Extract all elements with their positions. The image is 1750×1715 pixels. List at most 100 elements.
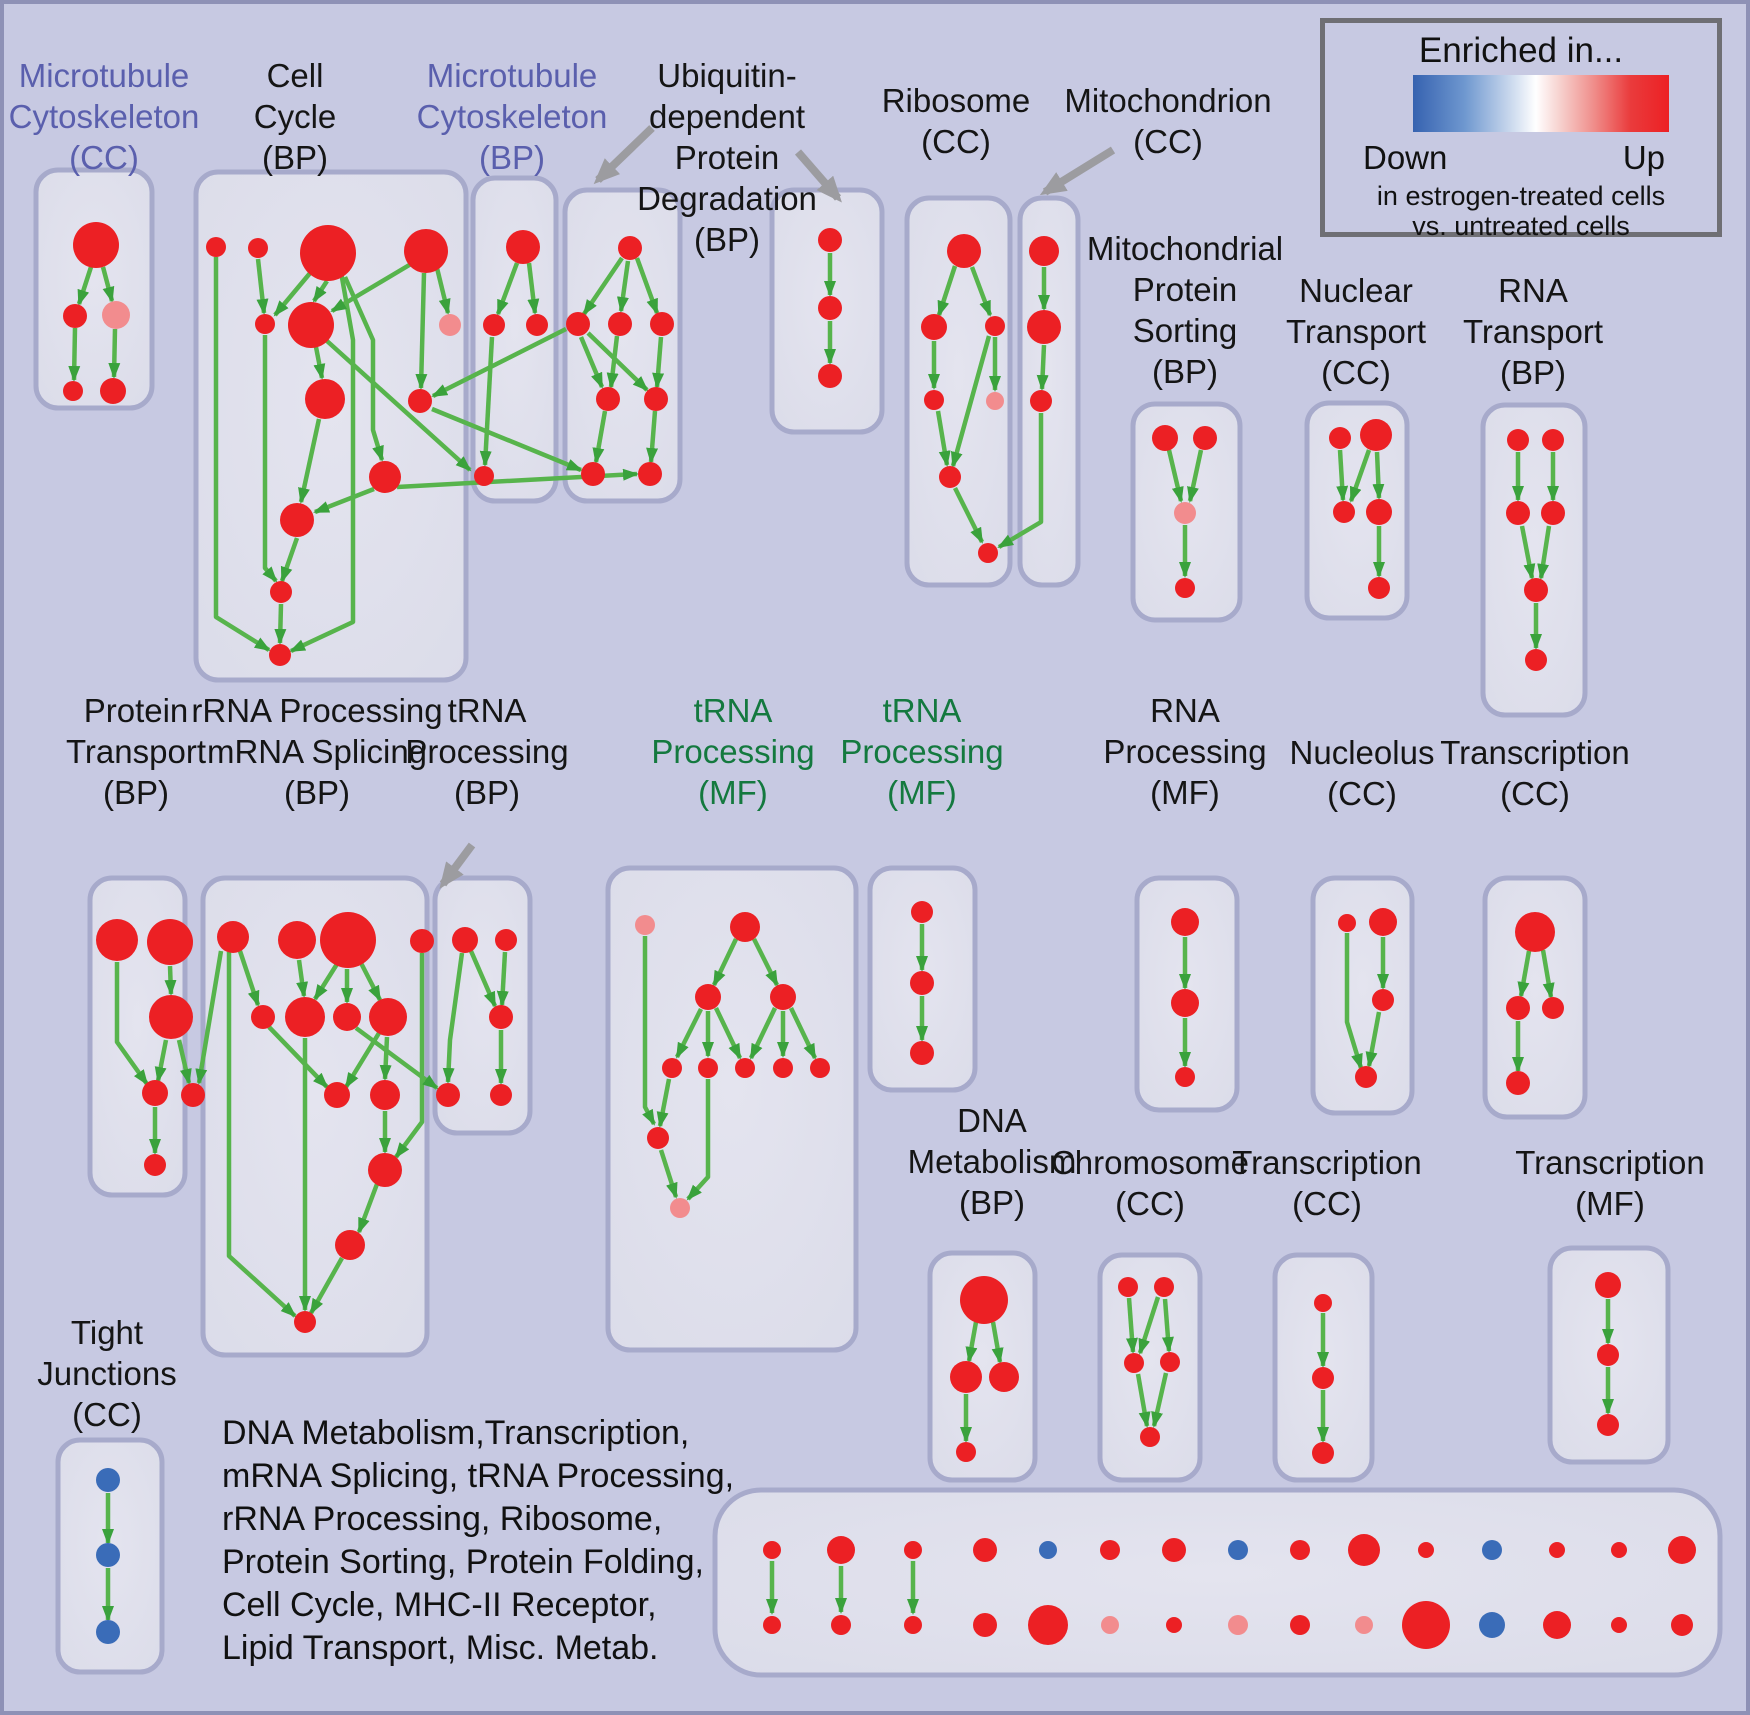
- cluster-label-line: (BP): [454, 774, 520, 811]
- node-red-microtubule-bp: [474, 466, 494, 486]
- edge-rrna: [313, 962, 339, 1001]
- node-red-rna-transport: [1506, 501, 1530, 525]
- node-red-shared-terms-band: [1671, 1614, 1693, 1636]
- node-red-trna-mf-big: [773, 1058, 793, 1078]
- node-red-rna-transport: [1507, 429, 1529, 451]
- node-red-chromosome: [1154, 1277, 1174, 1297]
- node-red-trna-bp: [436, 1083, 460, 1107]
- edge-microtubule-cc: [68, 327, 81, 382]
- node-red-ubiquitin-2: [818, 228, 842, 252]
- node-red-cell-cycle: [280, 503, 314, 537]
- cluster-box-mitochondrion: [1017, 195, 1081, 588]
- node-red-rrna: [324, 1082, 350, 1108]
- node-red-protein-transport: [144, 1154, 166, 1176]
- cluster-label-line: (BP): [262, 139, 328, 176]
- cluster-box-transcription-cc-2: [1482, 875, 1588, 1120]
- edge-rrna: [394, 953, 425, 1159]
- cluster-label-line: Mitochondrion: [1064, 82, 1272, 119]
- edge-ubiquitin: [634, 257, 660, 315]
- cluster-box-trna-mf-big: [605, 865, 859, 1353]
- cluster-label-line: RNA: [1150, 692, 1220, 729]
- cluster-label-line: Junctions: [37, 1355, 177, 1392]
- edge-ribosome: [950, 335, 992, 468]
- edge-rrna: [379, 1036, 392, 1081]
- edge-trna-mf-big: [713, 1007, 743, 1060]
- node-red-shared-terms-band: [904, 1616, 922, 1634]
- cluster-label-dna-metabolism: DNA Metabolism (BP): [908, 1100, 1077, 1223]
- edge-cell-cycle: [279, 537, 300, 583]
- node-red-protein-transport: [142, 1080, 168, 1106]
- cluster-label-line: Ubiquitin-: [657, 57, 797, 94]
- node-red-rrna: [278, 921, 316, 959]
- node-red-cell-cycle: [404, 229, 448, 273]
- cluster-label-transcription-cc-2: Transcription (CC): [1440, 732, 1630, 814]
- edge-nucleolus: [1344, 933, 1364, 1070]
- cluster-box-rna-transport: [1480, 402, 1588, 718]
- node-red-microtubule-bp: [526, 314, 548, 336]
- cluster-label-line: Transport: [1463, 313, 1603, 350]
- cluster-label-line: (CC): [69, 139, 139, 176]
- edge-nucleolus: [1365, 1011, 1382, 1068]
- cluster-label-rna-processing-mf: RNA Processing (MF): [1103, 690, 1266, 813]
- node-red-rrna: [217, 921, 249, 953]
- node-red-nuclear-transport: [1329, 427, 1351, 449]
- node-red-cell-cycle: [206, 237, 226, 257]
- node-red-rrna: [333, 1003, 361, 1031]
- node-blue-tight-junctions: [96, 1468, 120, 1492]
- cluster-label-line: (BP): [1151, 353, 1218, 390]
- edge-trna-mf-big: [711, 938, 739, 987]
- edge-ubiquitin: [578, 336, 605, 389]
- cluster-label-line: Degradation: [637, 180, 817, 217]
- edge-trna-bp: [468, 950, 498, 1008]
- cluster-label-microtubule-cc: Microtubule Cytoskeleton (CC): [9, 55, 200, 178]
- cluster-label-mitochondrion: Mitochondrion (CC): [1064, 80, 1271, 162]
- cluster-box-nucleolus: [1310, 875, 1415, 1116]
- cluster-label-line: Protein: [1132, 271, 1238, 308]
- edge-ribosome: [969, 266, 993, 317]
- edge-microtubule-bp: [479, 336, 495, 467]
- node-pink-cell-cycle: [439, 314, 461, 336]
- cluster-label-line: Processing: [651, 733, 815, 770]
- cluster-label-line: tRNA: [693, 692, 773, 729]
- node-red-rrna: [251, 1005, 275, 1029]
- edge-protein-transport: [176, 1039, 192, 1085]
- node-red-dna-metabolism: [950, 1361, 982, 1393]
- node-red-rrna: [335, 1230, 365, 1260]
- edge-cell-cycle: [274, 603, 287, 645]
- cluster-label-line: Transport: [1286, 313, 1426, 350]
- node-red-nuclear-transport: [1368, 577, 1390, 599]
- node-pink-ribosome: [986, 392, 1004, 410]
- node-red-shared-terms-band: [1418, 1542, 1434, 1558]
- cluster-box-dna-metabolism: [927, 1250, 1038, 1483]
- edge-cell-cycle: [255, 258, 269, 315]
- edge-rrna: [356, 1183, 380, 1234]
- cluster-label-line: DNA: [957, 1102, 1027, 1139]
- node-red-mito-sorting: [1193, 426, 1217, 450]
- cluster-label-ribosome: Ribosome (CC): [882, 80, 1031, 162]
- node-red-transcription-cc-2: [1542, 997, 1564, 1019]
- node-red-shared-terms-band: [831, 1615, 851, 1635]
- edge-microtubule-bp: [495, 262, 520, 316]
- cluster-label-line: Cytoskeleton: [416, 98, 608, 135]
- cluster-label-line: (MF): [1575, 1185, 1645, 1222]
- cluster-label-line: RNA: [1498, 272, 1568, 309]
- edge-trna-mf-big: [686, 1079, 711, 1201]
- node-red-ribosome: [978, 543, 998, 563]
- node-red-ribosome: [924, 390, 944, 410]
- cluster-label-line: (BP): [103, 774, 169, 811]
- cluster-label-line: Protein: [674, 139, 780, 176]
- edge-cell-cycle: [313, 486, 375, 515]
- node-red-transcription-cc-2: [1506, 1071, 1530, 1095]
- node-red-shared-terms-band: [904, 1541, 922, 1559]
- cluster-label-line: (MF): [1150, 774, 1220, 811]
- node-red-cell-cycle: [300, 225, 356, 281]
- node-red-shared-terms-band: [763, 1541, 781, 1559]
- cluster-label-line: Protein: [83, 692, 189, 729]
- edge-rrna: [296, 959, 309, 998]
- network-nodes: [63, 222, 1696, 1649]
- edge-ubiquitin: [582, 256, 624, 316]
- edge-microtubule-cc: [108, 328, 121, 379]
- node-red-shared-terms-band: [1402, 1601, 1450, 1649]
- edge-nuclear-transport: [1372, 451, 1385, 500]
- edge-mito-sorting: [1187, 449, 1204, 503]
